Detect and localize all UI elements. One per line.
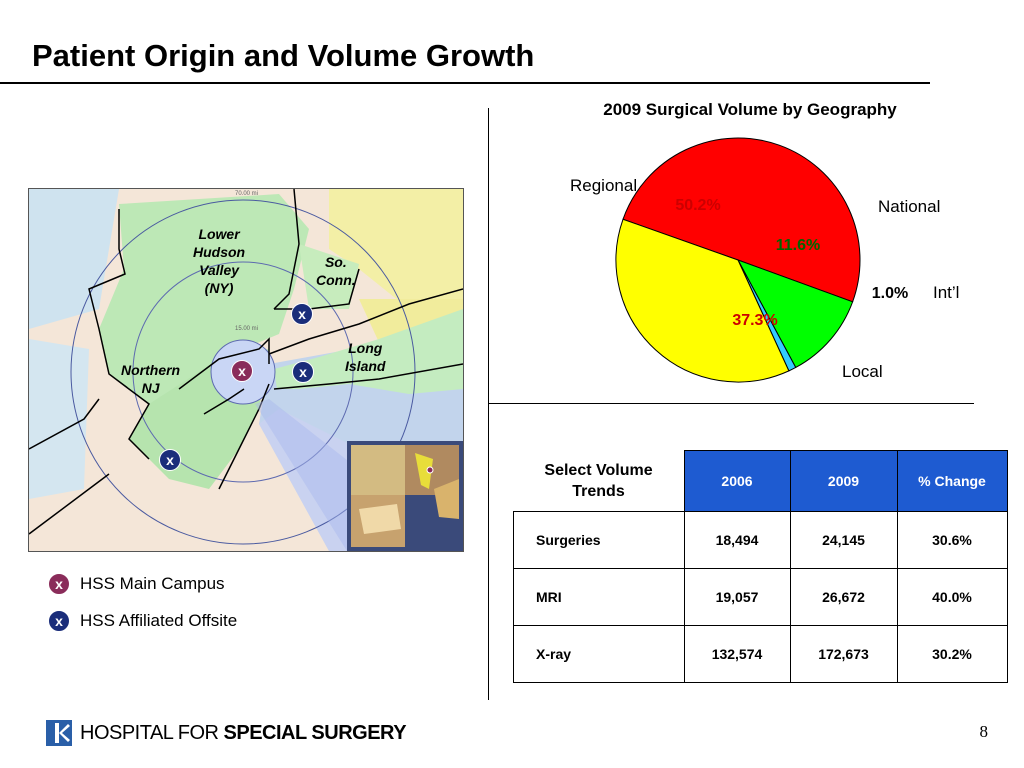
pie-slice-local	[615, 218, 790, 383]
title-divider	[0, 82, 930, 84]
main-campus-legend-icon: x	[48, 573, 70, 595]
legend-affiliated-offsite: x HSS Affiliated Offsite	[48, 610, 237, 632]
affiliated-marker-long-island: x	[292, 361, 314, 383]
cell-value: 26,672	[789, 568, 898, 626]
pie-chart: 50.2% 11.6% 1.0% 37.3% Regional National Int’l…	[570, 137, 959, 383]
chart-title: 2009 Surgical Volume by Geography	[603, 100, 897, 119]
legend-affiliated-label: HSS Affiliated Offsite	[80, 611, 238, 630]
pie-value-label: 50.2%	[675, 197, 720, 214]
table-header-2009: 2009	[789, 450, 898, 512]
affiliated-marker-nj: x	[159, 449, 181, 471]
table-corner-label: Select Volume Trends	[513, 450, 684, 512]
table-row: Surgeries 18,494 24,145 30.6%	[513, 511, 1008, 569]
horizontal-divider	[488, 403, 974, 404]
table-header-change: % Change	[896, 450, 1008, 512]
legend-main-campus-label: HSS Main Campus	[80, 574, 225, 593]
main-campus-marker: x	[231, 360, 253, 382]
legend-main-campus: x HSS Main Campus	[48, 573, 225, 595]
volume-trends-table: Select Volume Trends 2006 2009 % Change …	[513, 450, 1008, 683]
cell-value: 172,673	[789, 625, 898, 683]
pie-category-label: Local	[842, 362, 883, 381]
region-southern-connecticut: So. Conn.	[316, 254, 356, 288]
cell-value: 24,145	[789, 511, 898, 569]
region-lower-hudson-valley: Lower Hudson Valley (NY)	[193, 226, 246, 296]
pie-value-label: 11.6%	[776, 237, 820, 254]
cell-value: 40.0%	[896, 568, 1008, 626]
page-title: Patient Origin and Volume Growth	[32, 38, 535, 73]
region-northern-nj: Northern NJ	[121, 362, 181, 396]
row-label-xray: X-ray	[513, 625, 685, 683]
pie-value-label: 37.3%	[732, 312, 777, 329]
pie-slice-national	[736, 259, 854, 369]
cell-value: 19,057	[683, 568, 791, 626]
pie-slice-regional	[622, 137, 861, 303]
hss-logo-icon	[46, 720, 72, 746]
pie-value-label: 1.0%	[872, 285, 908, 302]
page-number: 8	[979, 722, 989, 741]
pie-category-label: Int’l	[933, 283, 959, 302]
region-map: 70.00 mi 15.00 mi Lower Hudson Valley (N…	[28, 188, 464, 552]
cell-value: 30.2%	[896, 625, 1008, 683]
affiliated-legend-icon: x	[48, 610, 70, 632]
cell-value: 132,574	[683, 625, 791, 683]
cell-value: 18,494	[683, 511, 791, 569]
pie-category-label: Regional	[570, 176, 637, 195]
affiliated-marker-connecticut: x	[291, 303, 313, 325]
logo-text: HOSPITAL FOR SPECIAL SURGERY	[80, 721, 407, 744]
row-label-surgeries: Surgeries	[513, 511, 685, 569]
row-label-mri: MRI	[513, 568, 685, 626]
table-row: X-ray 132,574 172,673 30.2%	[513, 625, 1008, 683]
pie-category-label: National	[878, 197, 940, 216]
table-row: MRI 19,057 26,672 40.0%	[513, 568, 1008, 626]
table-header-2006: 2006	[683, 450, 791, 512]
hospital-logo: HOSPITAL FOR SPECIAL SURGERY	[46, 720, 407, 746]
region-long-island: Long Island	[345, 340, 386, 374]
cell-value: 30.6%	[896, 511, 1008, 569]
vertical-divider	[488, 108, 489, 700]
